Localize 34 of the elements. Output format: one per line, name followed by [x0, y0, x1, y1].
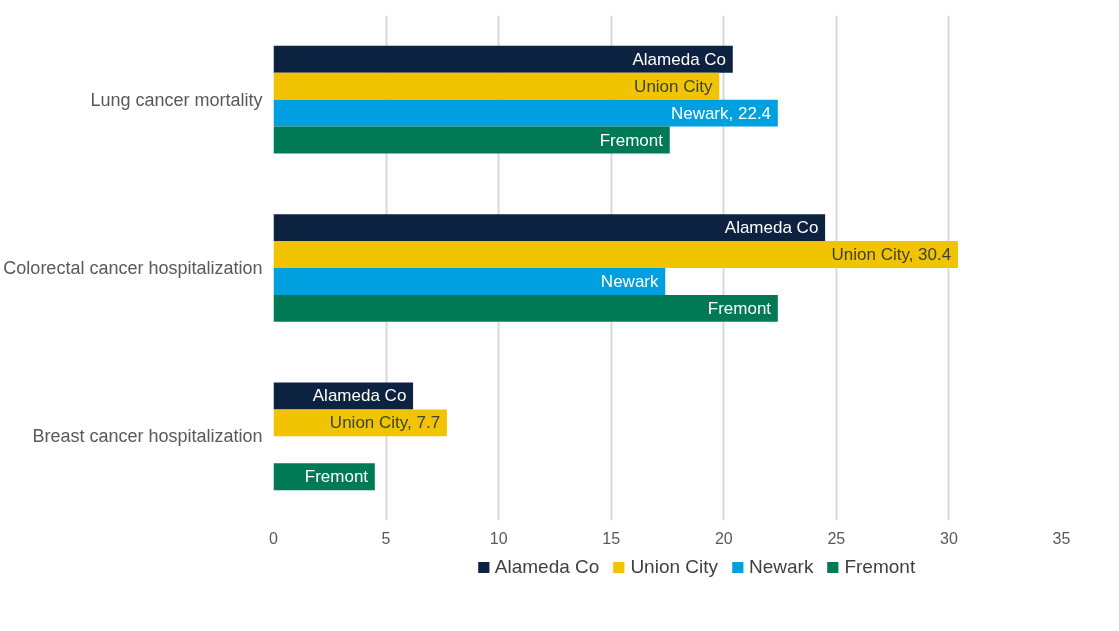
- bar: [273, 45, 733, 73]
- data-label: Union City, 30.4: [831, 245, 952, 265]
- legend-label: Union City: [630, 556, 719, 578]
- data-label: Newark, 22.4: [670, 103, 772, 123]
- data-label: Alameda Co: [632, 49, 727, 69]
- data-label: Newark: [600, 271, 659, 291]
- data-label: Union City, 7.7: [329, 413, 441, 433]
- legend-label: Alameda Co: [494, 556, 600, 578]
- data-label: Alameda Co: [312, 386, 407, 406]
- data-label: Union City: [634, 76, 714, 96]
- x-tick-label: 0: [269, 529, 279, 547]
- legend-label: Newark: [749, 556, 814, 578]
- legend-label: Fremont: [844, 556, 916, 578]
- y-tick-label: Lung cancer mortality: [90, 89, 263, 110]
- x-tick-label: 20: [714, 529, 733, 547]
- y-tick-label: Breast cancer hospitalization: [32, 426, 263, 447]
- x-tick-label: 10: [489, 529, 508, 547]
- x-tick-label: 5: [381, 529, 391, 547]
- x-tick-label: 30: [940, 529, 958, 547]
- data-label: Fremont: [707, 298, 772, 318]
- x-tick-label: 25: [827, 529, 846, 547]
- bar: [273, 294, 778, 322]
- data-label: Fremont: [304, 467, 369, 487]
- y-tick-label: Colorectal cancer hospitalization: [3, 258, 263, 278]
- data-label: Fremont: [599, 130, 664, 150]
- bar: [273, 99, 778, 127]
- data-label: Alameda Co: [724, 218, 819, 238]
- bar: [273, 126, 670, 154]
- bar: [273, 241, 958, 268]
- bar: [273, 268, 666, 295]
- x-tick-label: 15: [602, 529, 621, 547]
- x-tick-label: 35: [1052, 529, 1071, 547]
- bar: [273, 72, 720, 100]
- bar: [273, 214, 826, 242]
